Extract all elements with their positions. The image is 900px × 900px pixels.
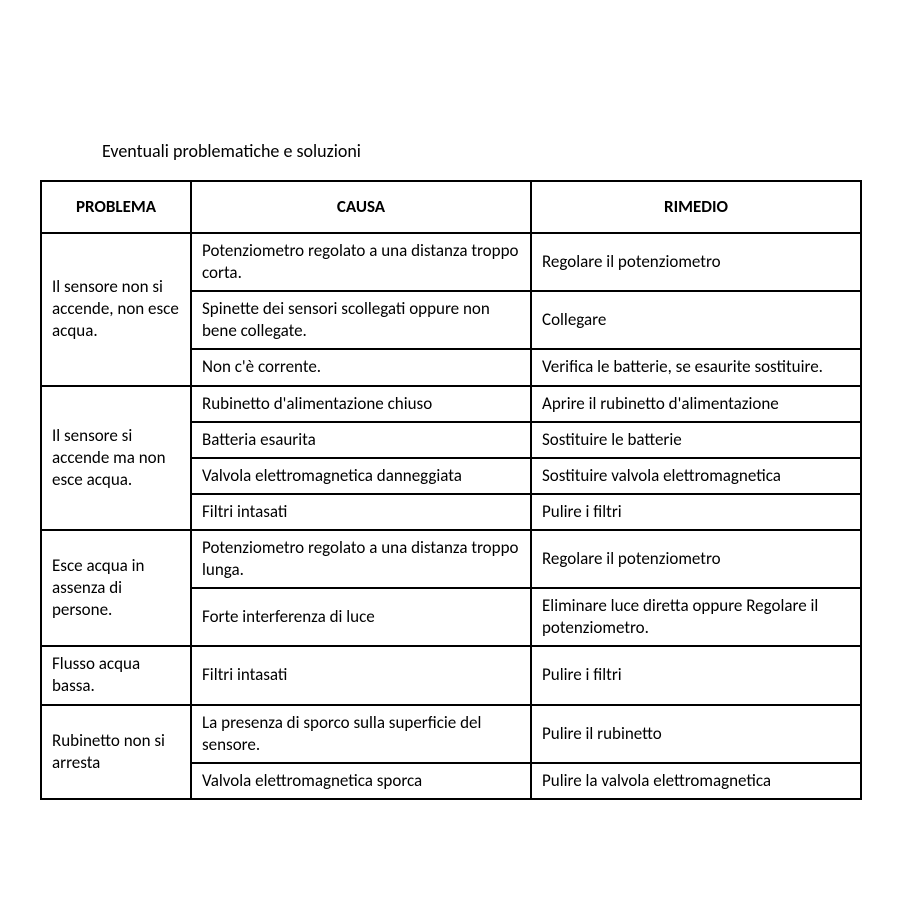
- cause-cell: La presenza di sporco sulla superficie d…: [191, 705, 531, 763]
- col-header-problem: PROBLEMA: [41, 181, 191, 233]
- remedy-cell: Pulire i filtri: [531, 646, 861, 704]
- remedy-cell: Collegare: [531, 291, 861, 349]
- remedy-cell: Pulire il rubinetto: [531, 705, 861, 763]
- remedy-cell: Regolare il potenziometro: [531, 233, 861, 291]
- remedy-cell: Eliminare luce diretta oppure Regolare i…: [531, 588, 861, 646]
- problem-cell: Il sensore si accende ma non esce acqua.: [41, 386, 191, 530]
- document-page: Eventuali problematiche e soluzioni PROB…: [0, 0, 900, 840]
- cause-cell: Filtri intasati: [191, 646, 531, 704]
- table-row: Flusso acqua bassa. Filtri intasati Puli…: [41, 646, 861, 704]
- cause-cell: Non c'è corrente.: [191, 349, 531, 385]
- col-header-cause: CAUSA: [191, 181, 531, 233]
- table-row: Rubinetto non si arresta La presenza di …: [41, 705, 861, 763]
- cause-cell: Valvola elettromagnetica sporca: [191, 763, 531, 799]
- table-row: Esce acqua in assenza di persone. Potenz…: [41, 530, 861, 588]
- cause-cell: Valvola elettromagnetica danneggiata: [191, 458, 531, 494]
- remedy-cell: Verifica le batterie, se esaurite sostit…: [531, 349, 861, 385]
- remedy-cell: Pulire la valvola elettromagnetica: [531, 763, 861, 799]
- table-row: Il sensore non si accende, non esce acqu…: [41, 233, 861, 291]
- page-title: Eventuali problematiche e soluzioni: [102, 140, 860, 162]
- remedy-cell: Pulire i filtri: [531, 494, 861, 530]
- problem-cell: Flusso acqua bassa.: [41, 646, 191, 704]
- cause-cell: Filtri intasati: [191, 494, 531, 530]
- problem-cell: Il sensore non si accende, non esce acqu…: [41, 233, 191, 385]
- table-row: Il sensore si accende ma non esce acqua.…: [41, 386, 861, 422]
- cause-cell: Potenziometro regolato a una distanza tr…: [191, 530, 531, 588]
- problem-cell: Rubinetto non si arresta: [41, 705, 191, 799]
- troubleshooting-table: PROBLEMA CAUSA RIMEDIO Il sensore non si…: [40, 180, 862, 800]
- remedy-cell: Sostituire valvola elettromagnetica: [531, 458, 861, 494]
- cause-cell: Batteria esaurita: [191, 422, 531, 458]
- remedy-cell: Sostituire le batterie: [531, 422, 861, 458]
- col-header-remedy: RIMEDIO: [531, 181, 861, 233]
- table-header-row: PROBLEMA CAUSA RIMEDIO: [41, 181, 861, 233]
- table-body: Il sensore non si accende, non esce acqu…: [41, 233, 861, 799]
- cause-cell: Forte interferenza di luce: [191, 588, 531, 646]
- cause-cell: Potenziometro regolato a una distanza tr…: [191, 233, 531, 291]
- cause-cell: Rubinetto d'alimentazione chiuso: [191, 386, 531, 422]
- remedy-cell: Regolare il potenziometro: [531, 530, 861, 588]
- problem-cell: Esce acqua in assenza di persone.: [41, 530, 191, 646]
- remedy-cell: Aprire il rubinetto d'alimentazione: [531, 386, 861, 422]
- cause-cell: Spinette dei sensori scollegati oppure n…: [191, 291, 531, 349]
